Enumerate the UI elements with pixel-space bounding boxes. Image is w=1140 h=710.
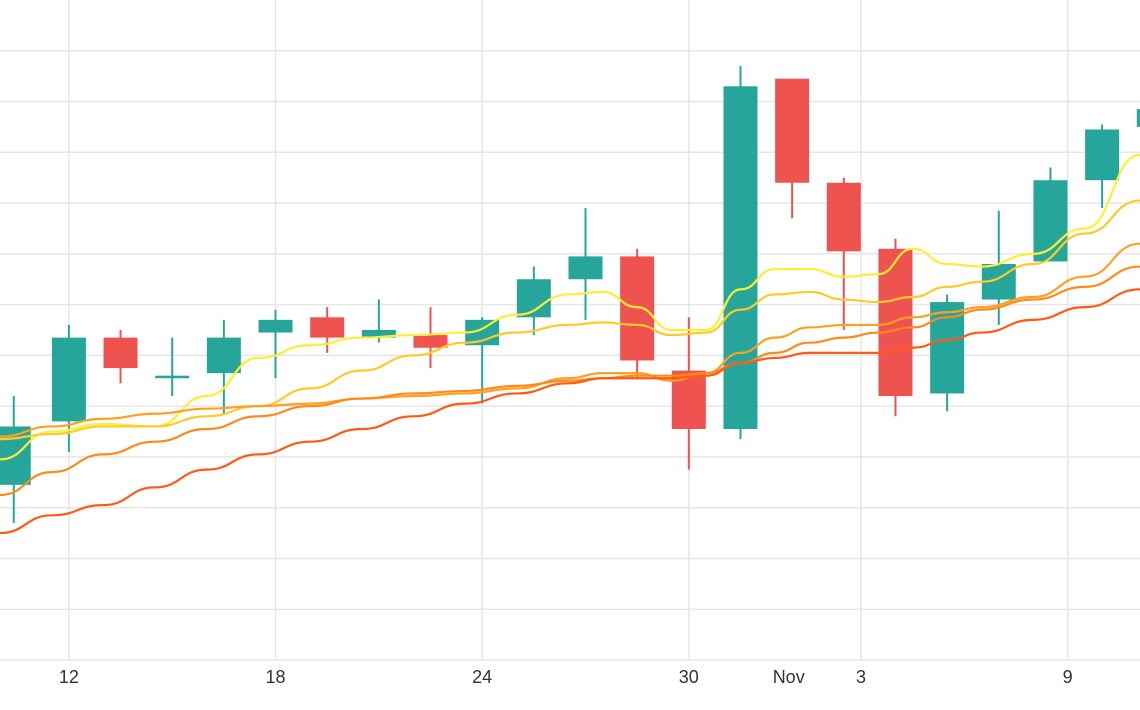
candle-down <box>826 177 861 330</box>
x-tick-label: 9 <box>1063 667 1073 687</box>
candle-down <box>620 248 655 379</box>
candle-body <box>258 319 293 333</box>
candle-up <box>568 208 603 320</box>
candle-up <box>723 66 758 440</box>
candle-body <box>310 317 345 338</box>
candle-down <box>671 317 706 470</box>
x-tick-label: Nov <box>773 667 805 687</box>
candle-body <box>103 337 138 369</box>
grid <box>0 0 1140 661</box>
candles <box>0 66 1140 523</box>
candle-body <box>413 335 448 348</box>
candle-body <box>826 182 861 252</box>
candle-body <box>878 248 913 396</box>
candle-up <box>258 309 293 379</box>
x-axis-ticks: 12 18 24 30 Nov 3 9 <box>59 667 1073 687</box>
candle-body <box>51 337 86 422</box>
candle-down <box>775 78 810 219</box>
candle-down <box>413 307 448 369</box>
x-tick-label: 3 <box>856 667 866 687</box>
candle-body <box>361 330 396 338</box>
moving-average-line <box>0 199 1140 441</box>
candle-up <box>1136 109 1140 127</box>
candle-body <box>620 256 655 361</box>
candle-up <box>361 299 396 343</box>
candle-body <box>723 86 758 430</box>
candle-body <box>1085 129 1120 181</box>
candle-body <box>775 78 810 183</box>
moving-average-line <box>0 288 1140 535</box>
candle-body <box>155 375 190 379</box>
candle-up <box>51 324 86 452</box>
x-tick-label: 18 <box>266 667 286 687</box>
candle-body <box>1136 109 1140 127</box>
candle-body <box>568 256 603 280</box>
candle-down <box>310 307 345 353</box>
candle-up <box>1085 124 1120 209</box>
moving-average-line <box>0 265 1140 497</box>
moving-average-line <box>0 153 1140 461</box>
candle-down <box>103 330 138 384</box>
candle-up <box>206 319 241 414</box>
moving-average-lines <box>0 153 1140 535</box>
candle-up <box>155 337 190 396</box>
x-tick-label: 12 <box>59 667 79 687</box>
candle-body <box>206 337 241 374</box>
x-tick-label: 24 <box>472 667 492 687</box>
x-tick-label: 30 <box>679 667 699 687</box>
moving-average-line <box>0 242 1140 438</box>
